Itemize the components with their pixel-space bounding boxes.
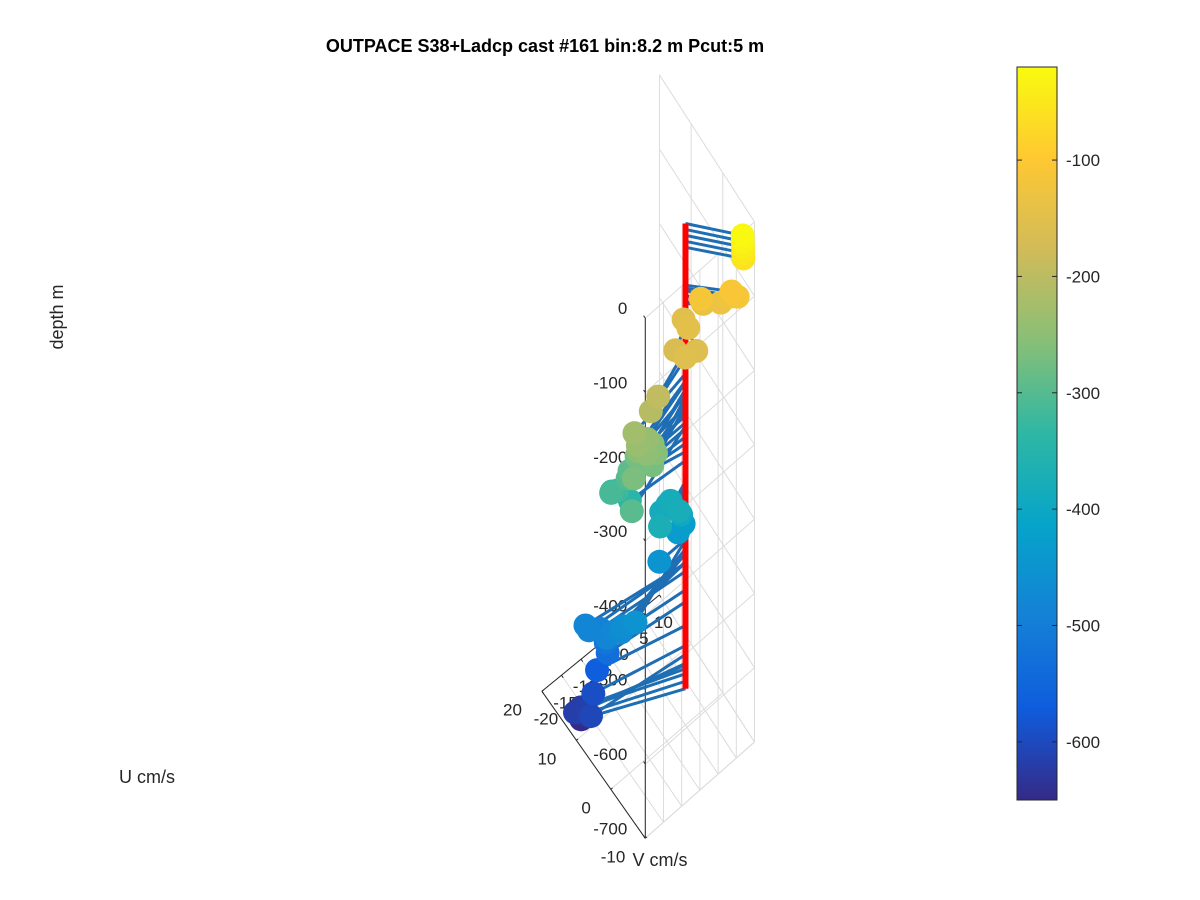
velocity-stick [606, 600, 687, 655]
data-point-marker [619, 499, 644, 524]
v-tick-mark [561, 674, 564, 678]
colorbar-tick-label: -500 [1066, 616, 1100, 635]
z-axis-label: depth m [47, 284, 67, 349]
depth-tick-mark [643, 835, 646, 839]
v-tick-label: 5 [639, 629, 648, 648]
depth-tick-label: 0 [618, 299, 627, 318]
data-point-marker [646, 384, 671, 409]
u-tick-label: 0 [581, 798, 590, 817]
depth-tick-mark [643, 761, 646, 765]
colorbar-tick-label: -400 [1066, 500, 1100, 519]
side-wall-grid-line [658, 520, 755, 668]
depth-tick-label: -200 [593, 448, 627, 467]
depth-colored-markers [563, 223, 756, 732]
data-point-marker [585, 658, 610, 683]
data-point-marker [647, 549, 672, 574]
velocity-stick [592, 644, 687, 695]
chart-title: OUTPACE S38+Ladcp cast #161 bin:8.2 m Pc… [326, 36, 764, 56]
data-point-marker [622, 421, 647, 446]
y-axis-label: U cm/s [119, 767, 175, 787]
u-tick-mark [541, 689, 544, 692]
data-point-marker [581, 681, 606, 706]
data-point-marker [621, 466, 646, 491]
u-tick-mark [610, 787, 613, 790]
v-tick-mark [580, 658, 584, 662]
data-point-marker [719, 279, 744, 304]
depth-tick-label: -600 [593, 745, 627, 764]
side-wall-grid-line [658, 594, 755, 743]
v-tick-label: 0 [620, 645, 629, 664]
depth-tick-label: -700 [593, 819, 627, 838]
u-tick-label: 10 [537, 749, 556, 768]
data-point-marker [688, 286, 713, 311]
data-point-marker [648, 514, 673, 539]
floor-grid-line [619, 626, 719, 775]
u-axis-line [541, 691, 646, 839]
velocity-stick [584, 561, 687, 627]
u-tick-label: -10 [601, 847, 626, 866]
data-point-marker [730, 223, 755, 248]
u-tick-mark [576, 738, 579, 741]
depth-tick-mark [643, 315, 646, 319]
side-wall-grid-line [658, 74, 755, 223]
data-point-marker [599, 480, 624, 505]
data-point-marker [623, 610, 648, 635]
colorbar-tick-label: -300 [1066, 384, 1100, 403]
data-point-marker [673, 345, 698, 370]
colorbar-tick-label: -100 [1066, 151, 1100, 170]
v-tick-label: -20 [534, 709, 559, 728]
v-tick-mark [658, 594, 662, 598]
tick-labels: -20-15-10-50510-10010200-100-200-300-400… [503, 299, 673, 866]
depth-tick-label: -300 [593, 522, 627, 541]
floor-grid-line [610, 692, 724, 790]
depth-tick-label: -100 [593, 373, 627, 392]
colorbar-tick-label: -200 [1066, 267, 1100, 286]
v-tick-mark [541, 691, 545, 695]
side-wall-grid-line [658, 148, 755, 297]
colorbar-ticks: -100 -200 -300 -400 -500 -600 [1017, 151, 1100, 752]
data-point-marker [676, 315, 701, 340]
data-point-marker [578, 704, 603, 729]
x-axis-label: V cm/s [632, 850, 687, 870]
data-point-marker [573, 613, 598, 638]
back-wall-grid-line [644, 741, 755, 839]
depth-tick-mark [643, 538, 646, 542]
data-point-marker [666, 498, 691, 523]
colorbar-tick-label: -600 [1066, 733, 1100, 752]
floor-grid-line [600, 642, 701, 791]
side-wall-grid-line [658, 446, 755, 594]
colorbar-gradient [1016, 66, 1058, 801]
colorbar: -100 -200 -300 -400 -500 -600 [1016, 66, 1100, 801]
u-tick-label: 20 [503, 700, 522, 719]
back-wall-grid-line [644, 518, 755, 616]
depth-tick-mark [643, 389, 646, 393]
back-wall-grid-line [644, 667, 755, 765]
